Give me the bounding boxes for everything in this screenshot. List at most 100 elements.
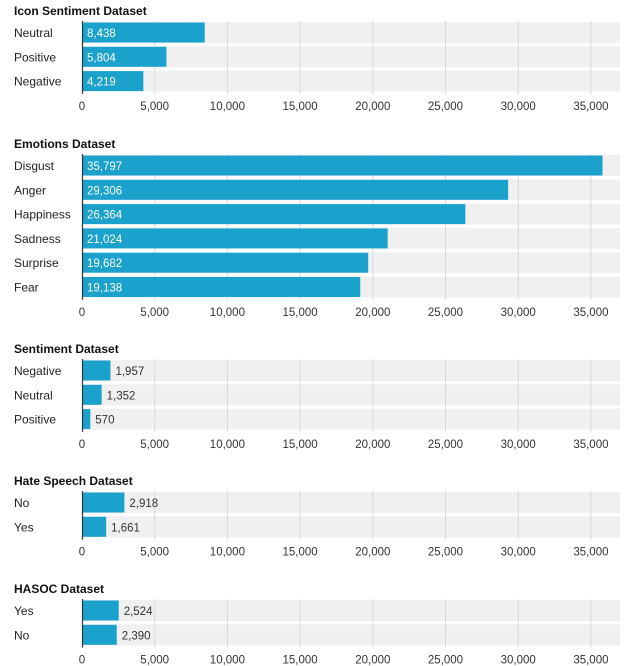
tick-label: 10,000: [210, 655, 245, 666]
tick-label: 0: [79, 439, 85, 451]
category-label: Negative: [14, 75, 62, 89]
data-label: 1,661: [111, 522, 140, 534]
category-label: Fear: [14, 281, 39, 295]
data-label: 19,682: [87, 258, 122, 270]
data-label: 1,957: [115, 366, 144, 378]
data-label: 29,306: [87, 185, 122, 197]
tick-label: 15,000: [283, 547, 318, 559]
category-label: Disgust: [14, 159, 55, 173]
category-label: Yes: [14, 520, 34, 534]
tick-label: 15,000: [283, 101, 318, 113]
row-background: [82, 360, 620, 381]
tick-label: 35,000: [573, 101, 608, 113]
category-label: Anger: [14, 183, 46, 197]
row-background: [82, 492, 620, 513]
row-background: [82, 22, 620, 43]
data-label: 1,352: [107, 390, 136, 402]
tick-label: 35,000: [573, 547, 608, 559]
data-label: 570: [95, 415, 114, 427]
tick-label: 30,000: [501, 547, 536, 559]
tick-label: 35,000: [573, 307, 608, 319]
row-background: [82, 408, 620, 430]
data-label: 19,138: [87, 283, 122, 295]
bar: [82, 360, 111, 381]
category-label: Surprise: [14, 256, 59, 270]
row-background: [82, 46, 620, 68]
tick-label: 5,000: [140, 307, 169, 319]
chart-title: Hate Speech Dataset: [14, 474, 133, 488]
data-label: 2,524: [124, 606, 153, 618]
category-label: Neutral: [14, 388, 53, 402]
category-label: Negative: [14, 364, 62, 378]
row-background: [82, 516, 620, 538]
data-label: 2,390: [122, 630, 151, 642]
tick-label: 5,000: [140, 439, 169, 451]
bar: [82, 71, 144, 92]
tick-label: 10,000: [210, 101, 245, 113]
chart-title: Emotions Dataset: [14, 137, 115, 151]
tick-label: 5,000: [140, 101, 169, 113]
tick-label: 25,000: [428, 439, 463, 451]
category-label: Yes: [14, 604, 34, 618]
tick-label: 10,000: [210, 307, 245, 319]
tick-label: 30,000: [501, 655, 536, 666]
tick-label: 25,000: [428, 547, 463, 559]
tick-label: 25,000: [428, 101, 463, 113]
bar: [82, 409, 91, 430]
data-label: 2,918: [129, 498, 158, 510]
row-background: [82, 624, 620, 646]
data-label: 4,219: [87, 77, 116, 89]
bar: [82, 277, 361, 297]
bar: [82, 22, 205, 43]
category-label: Neutral: [14, 26, 53, 40]
category-label: Positive: [14, 413, 56, 427]
tick-label: 10,000: [210, 547, 245, 559]
bar: [82, 204, 466, 225]
tick-label: 0: [79, 307, 85, 319]
chart-title: HASOC Dataset: [14, 582, 104, 596]
tick-label: 0: [79, 101, 85, 113]
chart-title: Icon Sentiment Dataset: [14, 4, 147, 18]
row-background: [82, 600, 620, 621]
bar: [82, 179, 509, 200]
bar: [82, 516, 107, 537]
bar: [82, 384, 102, 405]
tick-label: 20,000: [355, 439, 390, 451]
tick-label: 10,000: [210, 439, 245, 451]
tick-label: 15,000: [283, 655, 318, 666]
tick-label: 30,000: [501, 439, 536, 451]
data-label: 5,804: [87, 52, 116, 64]
tick-label: 35,000: [573, 439, 608, 451]
data-label: 21,024: [87, 234, 123, 246]
bar: [82, 155, 603, 176]
bar: [82, 252, 369, 273]
tick-label: 0: [79, 547, 85, 559]
tick-label: 20,000: [355, 307, 390, 319]
tick-label: 15,000: [283, 439, 318, 451]
tick-label: 0: [79, 655, 85, 666]
category-label: Sadness: [14, 232, 61, 246]
row-background: [82, 70, 620, 92]
data-label: 35,797: [87, 161, 122, 173]
tick-label: 20,000: [355, 655, 390, 666]
tick-label: 20,000: [355, 547, 390, 559]
bar: [82, 228, 388, 249]
category-label: Happiness: [14, 208, 71, 222]
bar: [82, 600, 119, 621]
tick-label: 30,000: [501, 101, 536, 113]
row-background: [82, 384, 620, 406]
tick-label: 30,000: [501, 307, 536, 319]
bar: [82, 624, 117, 645]
tick-label: 5,000: [140, 547, 169, 559]
tick-label: 35,000: [573, 655, 608, 666]
data-label: 26,364: [87, 210, 123, 222]
tick-label: 25,000: [428, 307, 463, 319]
category-label: No: [14, 496, 30, 510]
tick-label: 20,000: [355, 101, 390, 113]
bar: [82, 492, 125, 513]
category-label: Positive: [14, 50, 56, 64]
tick-label: 15,000: [283, 307, 318, 319]
tick-label: 5,000: [140, 655, 169, 666]
